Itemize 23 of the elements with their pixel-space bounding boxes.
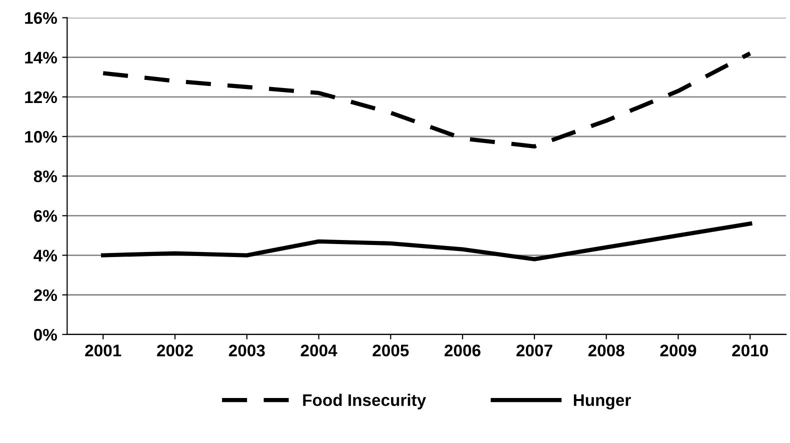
x-tick-label: 2002 <box>157 344 193 356</box>
x-tick-label: 2007 <box>516 344 552 356</box>
x-tick-label: 2001 <box>85 344 122 356</box>
x-tick-label: 2008 <box>588 344 624 356</box>
legend-label: Food Insecurity <box>303 394 426 410</box>
y-tick-label: 0% <box>34 328 57 341</box>
y-tick-label: 8% <box>34 170 57 182</box>
y-tick-label: 2% <box>34 289 57 302</box>
y-tick-label: 6% <box>34 210 57 222</box>
y-tick-label: 14% <box>25 52 57 64</box>
x-tick-label: 2010 <box>732 344 768 356</box>
line-series <box>101 222 752 262</box>
legend-label: Hunger <box>574 394 631 410</box>
y-tick-label: 12% <box>25 91 57 104</box>
y-tick-label: 10% <box>25 130 57 143</box>
x-tick-label: 2009 <box>660 344 696 356</box>
line-series <box>101 51 752 148</box>
x-tick-label: 2005 <box>372 344 409 356</box>
x-tick-label: 2004 <box>300 344 338 356</box>
x-tick-label: 2003 <box>228 344 265 356</box>
y-tick-label: 4% <box>34 250 57 262</box>
y-tick-label: 16% <box>25 12 57 24</box>
x-tick-label: 2006 <box>444 344 480 356</box>
